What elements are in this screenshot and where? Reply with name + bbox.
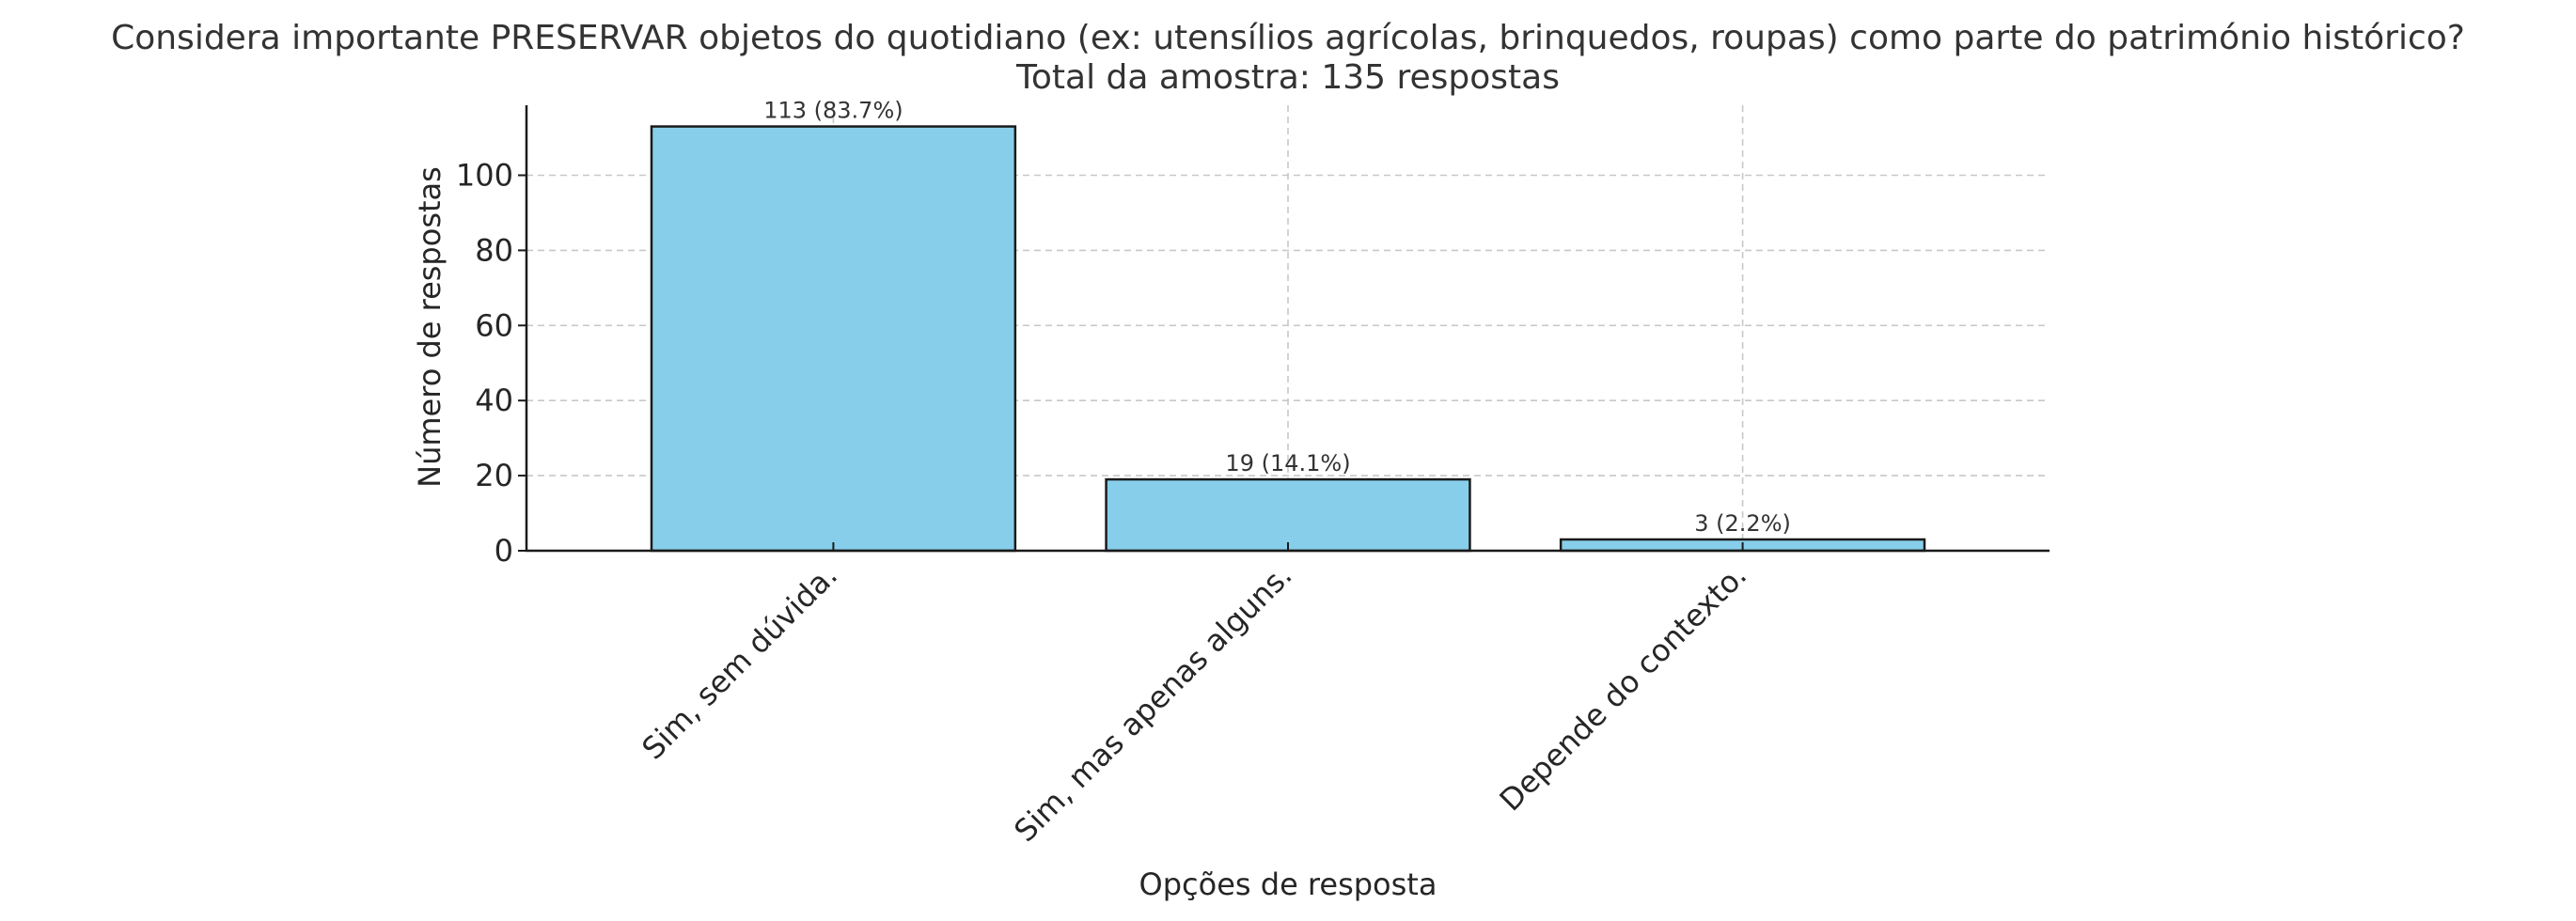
data-label-0: 113 (83.7%) [763, 98, 903, 124]
bar-1 [1105, 477, 1471, 553]
data-label-1: 19 (14.1%) [1225, 450, 1350, 476]
chart-title: Considera importante PRESERVAR objetos d… [111, 19, 2465, 57]
y-axis-label: Número de respostas [412, 166, 448, 488]
y-tick-label-0: 0 [495, 533, 513, 569]
y-tick-label-4: 80 [475, 232, 513, 268]
y-tick-label-5: 100 [456, 158, 513, 194]
x-tick-label-1: Sim, mas apenas alguns. [1007, 557, 1298, 849]
bars [650, 125, 1926, 553]
y-tick-label-3: 60 [475, 307, 513, 343]
axes [518, 105, 2050, 553]
x-tick-label-0: Sim, sem dúvida. [635, 557, 844, 767]
bar-0 [650, 125, 1017, 553]
x-tick-label-2: Depende do contexto. [1493, 557, 1754, 819]
chart-subtitle: Total da amostra: 135 respostas [1015, 58, 1560, 97]
y-tick-label-1: 20 [475, 458, 513, 493]
y-tick-label-2: 40 [475, 382, 513, 418]
data-label-2: 3 (2.2%) [1694, 510, 1791, 537]
x-axis-label: Opções de resposta [1139, 866, 1437, 902]
